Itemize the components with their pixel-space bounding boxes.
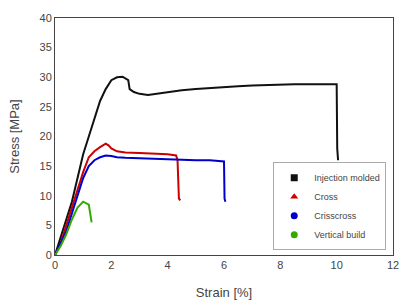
svg-text:5: 5 [46,219,52,231]
svg-text:Crisscross: Crisscross [314,211,356,221]
svg-text:35: 35 [40,41,52,53]
svg-text:25: 25 [40,101,52,113]
svg-text:Strain [%]: Strain [%] [196,285,252,300]
svg-text:0: 0 [52,259,58,271]
svg-text:0: 0 [46,249,52,261]
svg-text:4: 4 [165,259,171,271]
svg-text:10: 10 [40,190,52,202]
svg-text:Stress [MPa]: Stress [MPa] [7,99,22,173]
svg-text:6: 6 [221,259,227,271]
svg-text:2: 2 [108,259,114,271]
svg-text:30: 30 [40,71,52,83]
svg-text:40: 40 [40,12,52,24]
svg-text:10: 10 [331,259,343,271]
svg-text:15: 15 [40,160,52,172]
svg-text:Cross: Cross [314,192,338,202]
svg-text:20: 20 [40,130,52,142]
svg-text:Vertical build: Vertical build [314,230,365,240]
svg-text:8: 8 [277,259,283,271]
svg-text:12: 12 [387,259,399,271]
svg-text:Injection molded: Injection molded [314,173,380,183]
